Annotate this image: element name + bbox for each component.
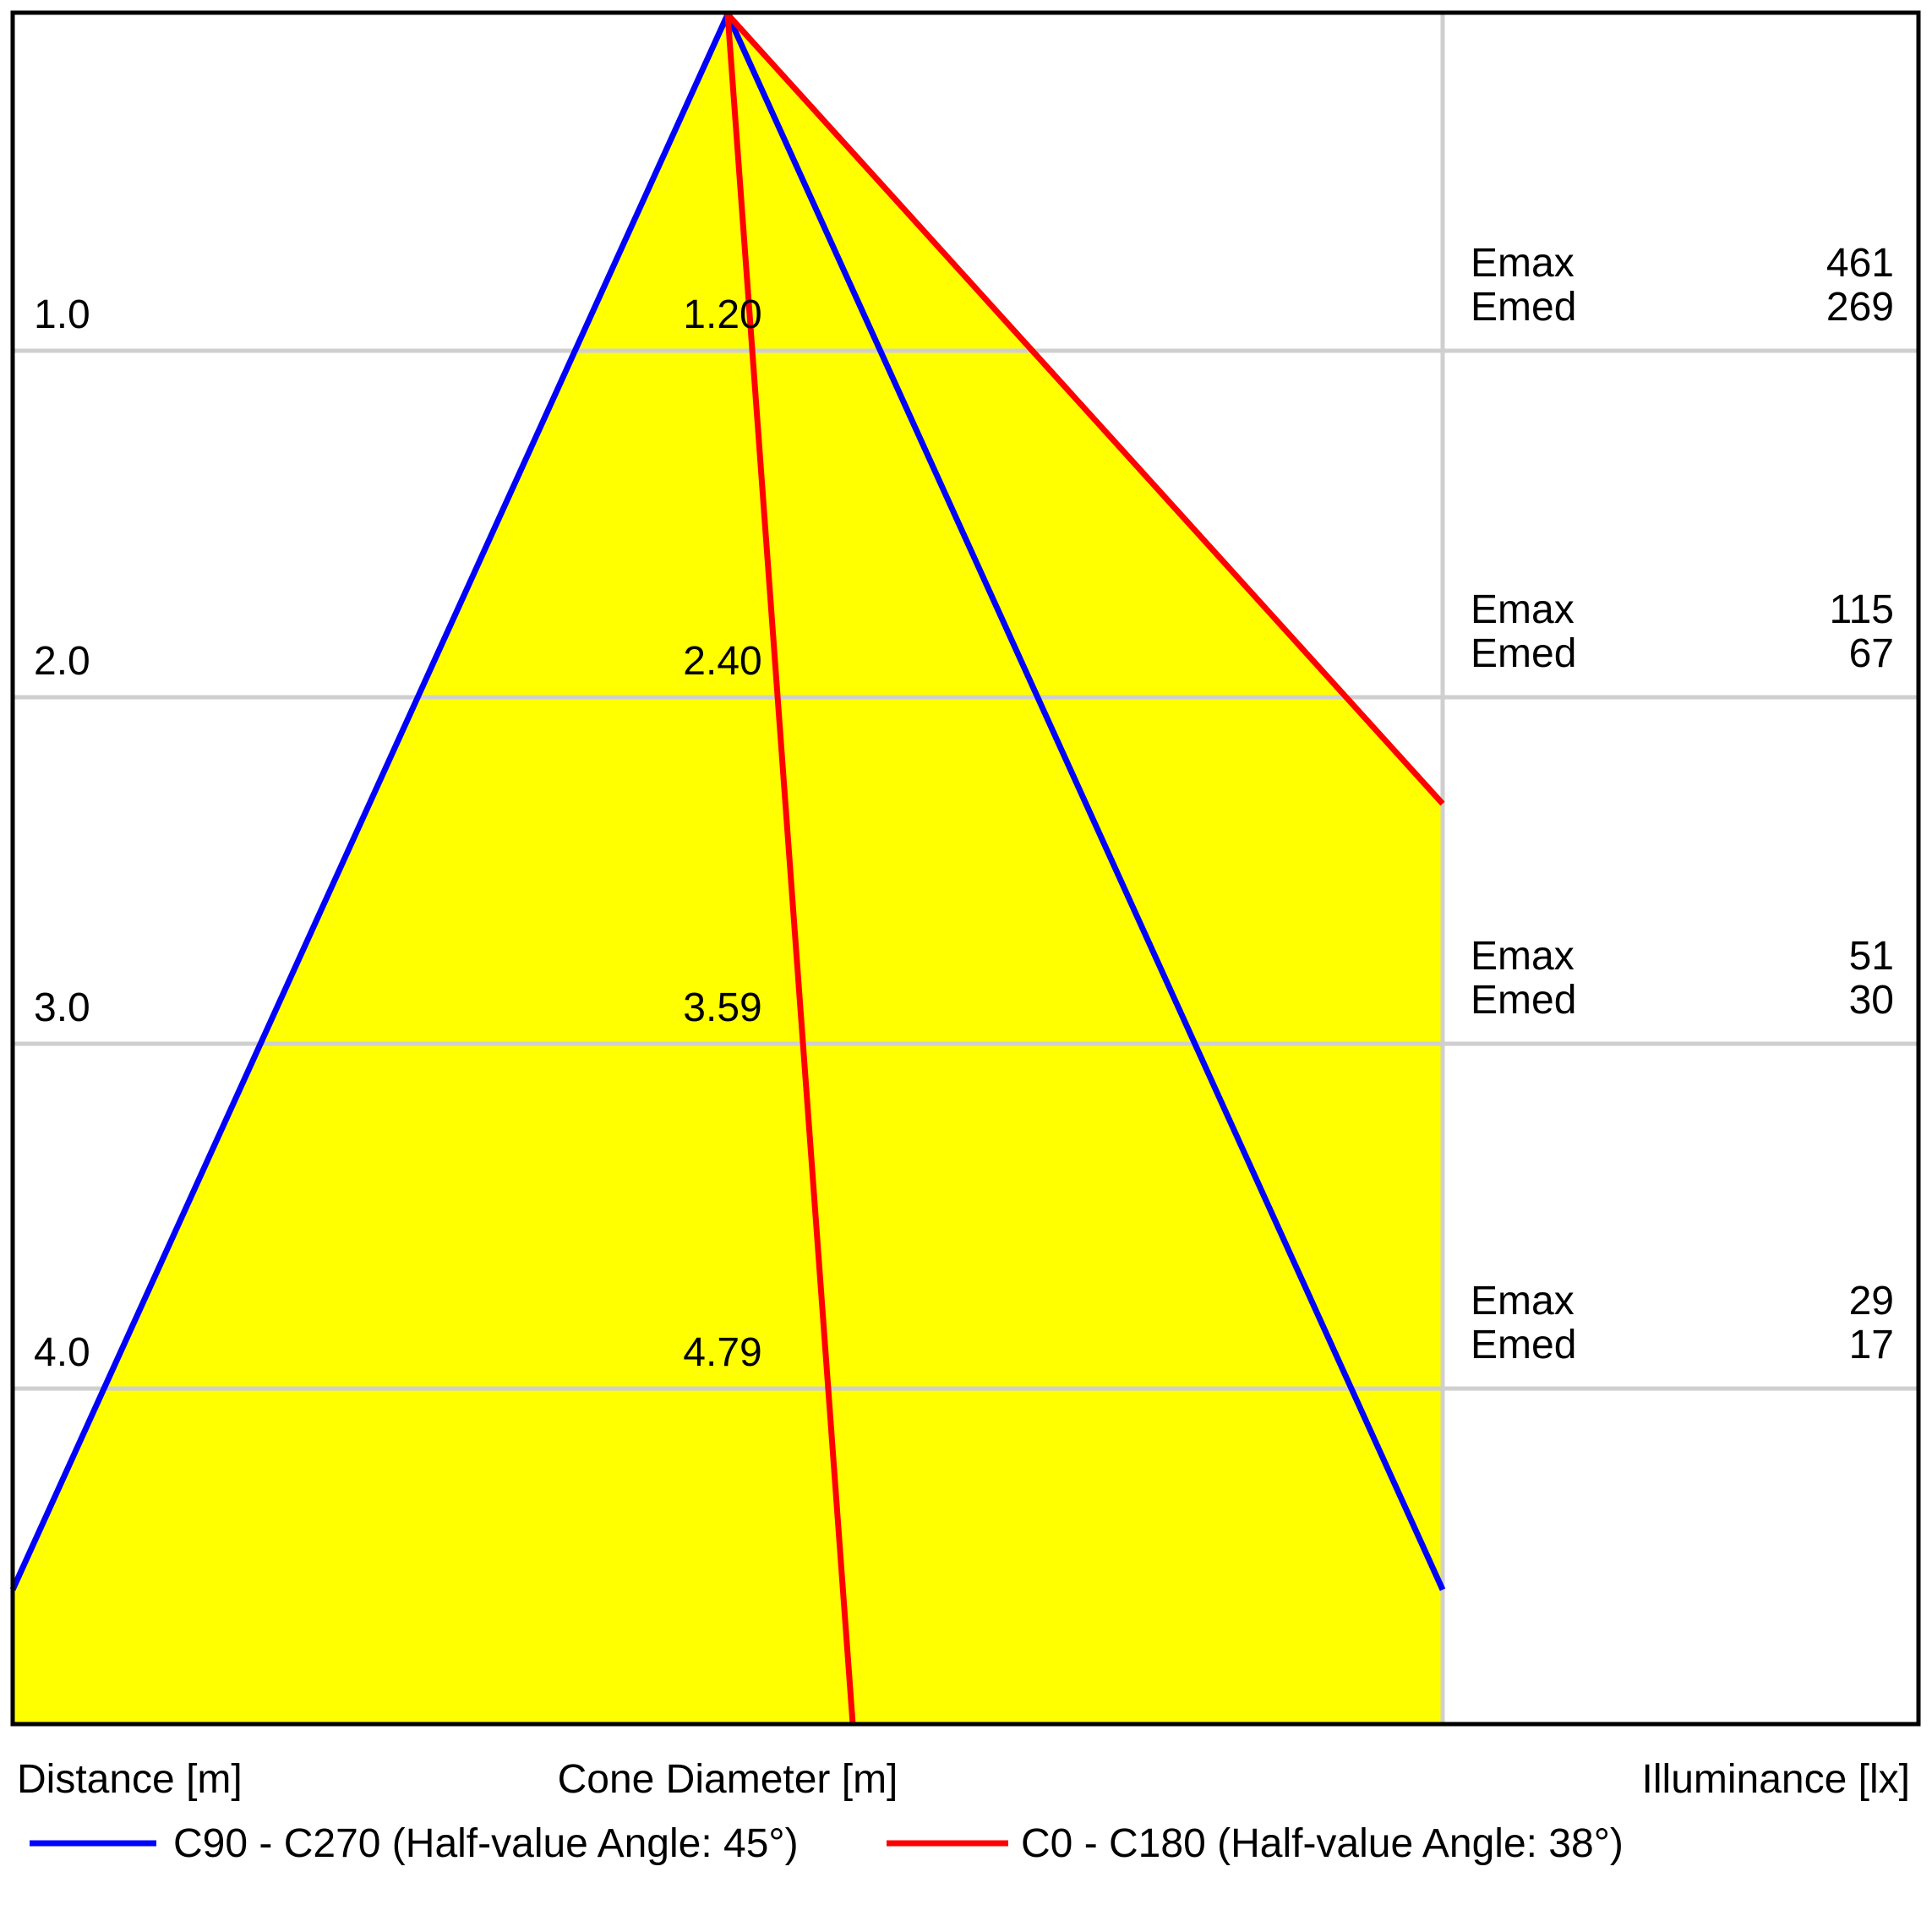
svg-text:115: 115 bbox=[1829, 587, 1894, 632]
svg-text:1.20: 1.20 bbox=[683, 292, 761, 337]
svg-text:Emax: Emax bbox=[1471, 587, 1575, 632]
svg-text:17: 17 bbox=[1849, 1323, 1894, 1367]
svg-text:Distance [m]: Distance [m] bbox=[17, 1757, 243, 1802]
svg-text:2.0: 2.0 bbox=[34, 639, 90, 684]
svg-text:3.0: 3.0 bbox=[34, 985, 90, 1030]
svg-text:Cone Diameter [m]: Cone Diameter [m] bbox=[558, 1757, 898, 1802]
svg-text:29: 29 bbox=[1849, 1279, 1894, 1323]
svg-text:3.59: 3.59 bbox=[683, 985, 761, 1030]
svg-text:Emed: Emed bbox=[1471, 1323, 1576, 1367]
svg-text:461: 461 bbox=[1826, 241, 1894, 286]
svg-text:67: 67 bbox=[1849, 631, 1894, 676]
svg-text:51: 51 bbox=[1849, 934, 1894, 979]
svg-text:2.40: 2.40 bbox=[683, 639, 761, 684]
svg-text:Emed: Emed bbox=[1471, 978, 1576, 1023]
svg-text:Emax: Emax bbox=[1471, 1279, 1575, 1323]
svg-text:269: 269 bbox=[1826, 285, 1894, 330]
svg-text:4.0: 4.0 bbox=[34, 1330, 90, 1375]
svg-text:Emax: Emax bbox=[1471, 241, 1575, 286]
svg-text:Emed: Emed bbox=[1471, 285, 1576, 330]
svg-text:Emax: Emax bbox=[1471, 934, 1575, 979]
svg-text:1.0: 1.0 bbox=[34, 292, 90, 337]
svg-text:C0 - C180 (Half-value Angle: 3: C0 - C180 (Half-value Angle: 38°) bbox=[1021, 1821, 1624, 1866]
svg-text:4.79: 4.79 bbox=[683, 1330, 761, 1375]
svg-text:C90 - C270 (Half-value Angle:: C90 - C270 (Half-value Angle: 45°) bbox=[173, 1821, 799, 1866]
svg-text:30: 30 bbox=[1849, 978, 1894, 1023]
svg-text:Emed: Emed bbox=[1471, 631, 1576, 676]
svg-text:Illuminance [lx]: Illuminance [lx] bbox=[1642, 1757, 1910, 1802]
